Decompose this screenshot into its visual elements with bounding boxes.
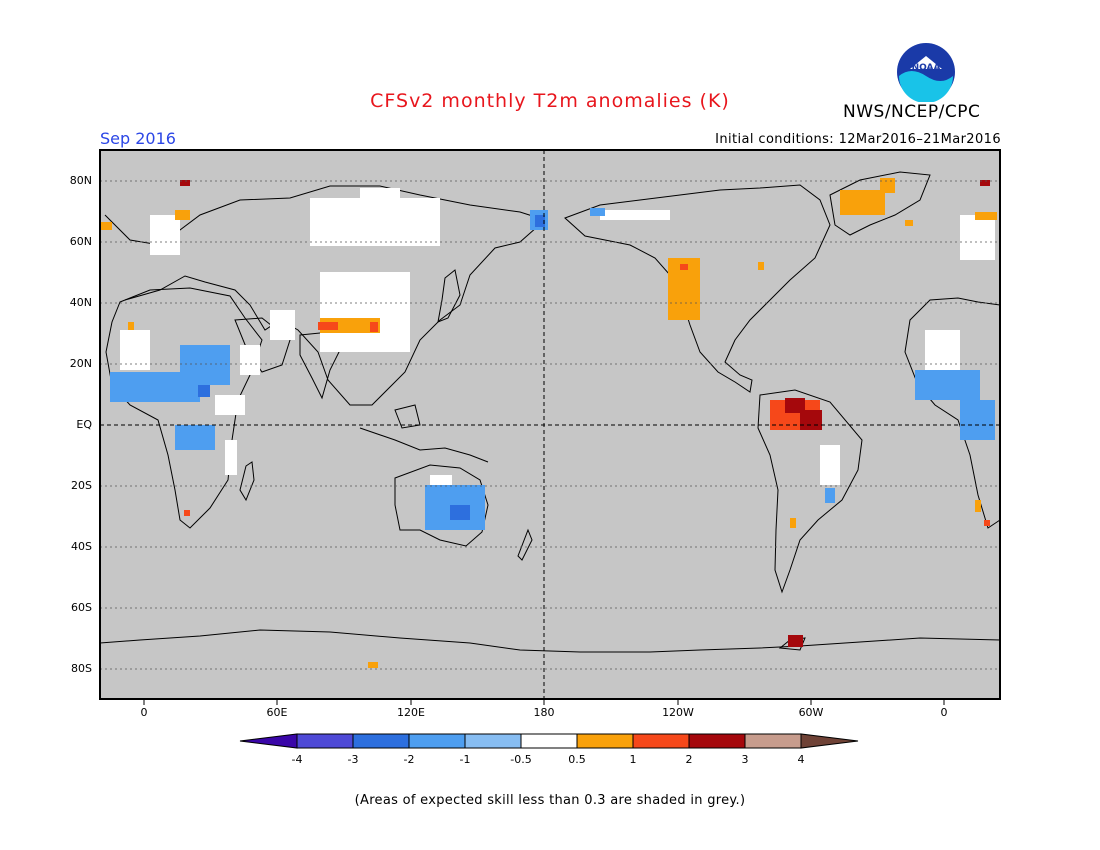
map-title: CFSv2 monthly T2m anomalies (K) bbox=[370, 90, 730, 112]
legend-tick: -1 bbox=[459, 753, 471, 766]
agency-label: NWS/NCEP/CPC bbox=[843, 102, 981, 122]
legend-swatch bbox=[408, 733, 466, 749]
legend-swatch bbox=[744, 733, 802, 749]
legend-tick: -4 bbox=[291, 753, 303, 766]
color-legend bbox=[239, 733, 859, 749]
legend-arrow-high bbox=[800, 733, 859, 749]
legend-tick: 1 bbox=[629, 753, 637, 766]
legend-swatch bbox=[632, 733, 690, 749]
lon-label-0-right: 0 bbox=[940, 706, 948, 719]
lon-label-0: 0 bbox=[140, 706, 148, 719]
legend-arrow-low bbox=[239, 733, 298, 749]
lat-label-40s: 40S bbox=[71, 540, 92, 553]
lon-label-180: 180 bbox=[533, 706, 555, 719]
lat-label-40n: 40N bbox=[69, 296, 92, 309]
lat-label-20s: 20S bbox=[71, 479, 92, 492]
lat-label-60n: 60N bbox=[69, 235, 92, 248]
lat-label-80n: 80N bbox=[69, 174, 92, 187]
logo-text: NOAA bbox=[912, 63, 941, 73]
lon-label-120w: 120W bbox=[662, 706, 694, 719]
axis-ticks bbox=[143, 699, 945, 705]
legend-tick: -3 bbox=[347, 753, 359, 766]
legend-swatch bbox=[576, 733, 634, 749]
footnote: (Areas of expected skill less than 0.3 a… bbox=[354, 793, 746, 808]
legend-tick: 3 bbox=[741, 753, 749, 766]
anomaly-map bbox=[99, 149, 1001, 705]
forecast-month: Sep 2016 bbox=[100, 129, 176, 148]
gridlines bbox=[100, 180, 1000, 670]
lat-label-20n: 20N bbox=[69, 357, 92, 370]
legend-swatch bbox=[464, 733, 522, 749]
legend-tick: 2 bbox=[685, 753, 693, 766]
legend-swatch bbox=[520, 733, 578, 749]
initial-conditions: Initial conditions: 12Mar2016–21Mar2016 bbox=[715, 132, 1001, 147]
legend-tick: -0.5 bbox=[510, 753, 532, 766]
very-hot-anomalies bbox=[180, 180, 990, 647]
lat-label-eq: EQ bbox=[76, 418, 92, 431]
legend-swatch bbox=[688, 733, 746, 749]
legend-swatch bbox=[296, 733, 354, 749]
legend-tick: 0.5 bbox=[568, 753, 586, 766]
lat-label-80s: 80S bbox=[71, 662, 92, 675]
lat-label-60s: 60S bbox=[71, 601, 92, 614]
lon-label-120e: 120E bbox=[397, 706, 425, 719]
legend-tick: -2 bbox=[403, 753, 415, 766]
legend-tick: 4 bbox=[797, 753, 805, 766]
strong-cold-anomalies bbox=[198, 215, 545, 520]
noaa-logo: NOAA bbox=[897, 43, 955, 102]
legend-swatch bbox=[352, 733, 410, 749]
lon-label-60e: 60E bbox=[266, 706, 288, 719]
cold-anomalies bbox=[110, 208, 995, 530]
map-frame bbox=[99, 149, 1001, 700]
lon-label-60w: 60W bbox=[798, 706, 824, 719]
